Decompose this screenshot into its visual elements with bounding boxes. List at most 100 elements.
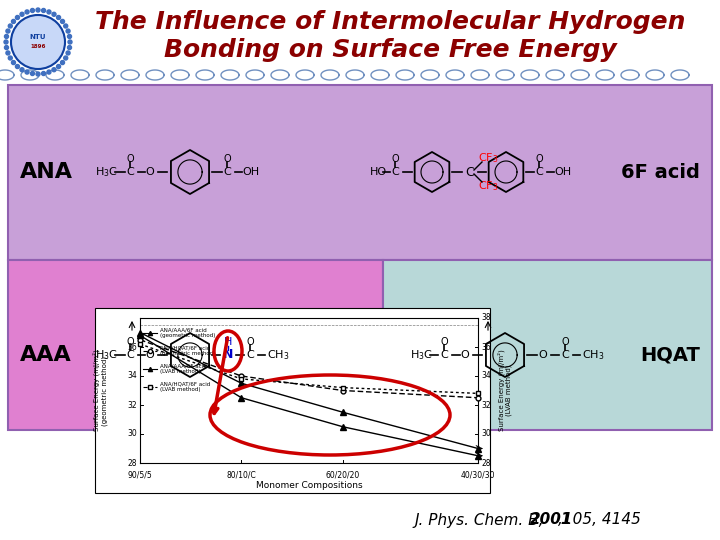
Text: NTU: NTU [30,34,46,40]
Text: CF$_3$: CF$_3$ [478,179,498,193]
Text: 28: 28 [127,458,137,468]
Text: 60/20/20: 60/20/20 [325,471,360,480]
Text: Monomer Compositions: Monomer Compositions [256,481,362,490]
Text: O: O [535,154,543,164]
Text: H$_3$C: H$_3$C [95,165,118,179]
FancyBboxPatch shape [383,260,712,430]
Circle shape [52,12,56,16]
Circle shape [4,40,8,44]
Text: 34: 34 [481,372,491,381]
Text: O: O [561,337,569,347]
Circle shape [20,12,24,16]
Text: H: H [224,337,232,347]
Text: 38: 38 [481,314,490,322]
Text: C: C [126,350,134,360]
Text: 36: 36 [481,342,491,352]
Text: C: C [561,350,569,360]
Text: C: C [223,167,231,177]
Circle shape [4,45,9,50]
Circle shape [25,70,29,74]
Text: O: O [461,350,469,360]
Circle shape [42,71,45,76]
Text: CF$_3$: CF$_3$ [478,151,498,165]
Text: Bonding on Surface Free Energy: Bonding on Surface Free Energy [163,38,616,62]
Circle shape [9,24,12,28]
Text: ANA/AAA/6F acid
(LVAB method): ANA/AAA/6F acid (LVAB method) [160,363,207,374]
Circle shape [6,51,10,55]
FancyBboxPatch shape [8,260,383,430]
Circle shape [68,35,71,38]
Text: C: C [440,350,448,360]
Circle shape [60,19,65,23]
Text: AAA: AAA [20,345,72,365]
Circle shape [57,64,60,69]
Text: J. Phys. Chem. B,: J. Phys. Chem. B, [415,512,549,528]
Text: OH: OH [243,167,260,177]
Text: 1896: 1896 [30,44,45,50]
Text: ANA/AAA/6F acid
(geometric method): ANA/AAA/6F acid (geometric method) [160,328,215,339]
Text: O: O [246,337,254,347]
Text: O: O [126,337,134,347]
Circle shape [9,56,12,60]
Text: 34: 34 [127,372,137,381]
Text: 40/30/30: 40/30/30 [461,471,495,480]
Text: 36: 36 [127,342,137,352]
Circle shape [68,45,71,50]
Text: 2001: 2001 [530,512,572,528]
Text: C: C [246,350,254,360]
Circle shape [66,29,70,33]
Text: 6F acid: 6F acid [621,163,700,181]
Circle shape [47,10,51,14]
Text: 30: 30 [481,429,491,438]
Text: 32: 32 [127,401,137,409]
Circle shape [6,29,10,33]
Circle shape [30,71,35,76]
Text: O: O [223,154,231,164]
Text: Surface Energy (mJ/m²)
(geometric method): Surface Energy (mJ/m²) (geometric method… [92,349,107,431]
Circle shape [15,16,19,19]
Text: CH$_3$: CH$_3$ [266,348,289,362]
Circle shape [11,15,65,69]
Circle shape [68,40,72,44]
Circle shape [36,72,40,76]
Circle shape [12,19,16,23]
Circle shape [57,16,60,19]
Text: H$_3$C: H$_3$C [95,348,118,362]
Text: O: O [391,154,399,164]
Text: O: O [440,337,448,347]
Circle shape [63,56,68,60]
Text: C: C [535,167,543,177]
Text: Surface Energy (mJ/m²)
(LVAB method): Surface Energy (mJ/m²) (LVAB method) [498,349,513,431]
Text: HQAT: HQAT [640,346,700,365]
Circle shape [47,70,51,74]
Text: 80/10/C: 80/10/C [227,471,256,480]
Text: O: O [539,350,547,360]
Circle shape [66,51,70,55]
Circle shape [36,8,40,12]
Text: O: O [145,167,154,177]
Circle shape [20,68,24,72]
Text: C: C [466,165,474,179]
Circle shape [4,35,9,38]
Circle shape [42,9,45,12]
Text: H$_3$C: H$_3$C [410,348,433,362]
Circle shape [12,60,16,65]
Circle shape [60,60,65,65]
Circle shape [25,10,29,14]
Text: C: C [391,167,399,177]
Text: 28: 28 [481,458,490,468]
Text: ,105, 4145: ,105, 4145 [558,512,641,528]
Circle shape [15,64,19,69]
Text: The Influence of Intermolecular Hydrogen: The Influence of Intermolecular Hydrogen [95,10,685,34]
Text: O: O [126,154,134,164]
Text: ANA/HQAT/6F acid
(LVAB method): ANA/HQAT/6F acid (LVAB method) [160,382,210,393]
Text: C: C [126,167,134,177]
Text: 32: 32 [481,401,490,409]
FancyBboxPatch shape [95,308,490,493]
Text: N: N [222,348,233,361]
Circle shape [63,24,68,28]
Text: CH$_3$: CH$_3$ [582,348,604,362]
Circle shape [30,9,35,12]
FancyBboxPatch shape [8,85,712,260]
Circle shape [52,68,56,72]
